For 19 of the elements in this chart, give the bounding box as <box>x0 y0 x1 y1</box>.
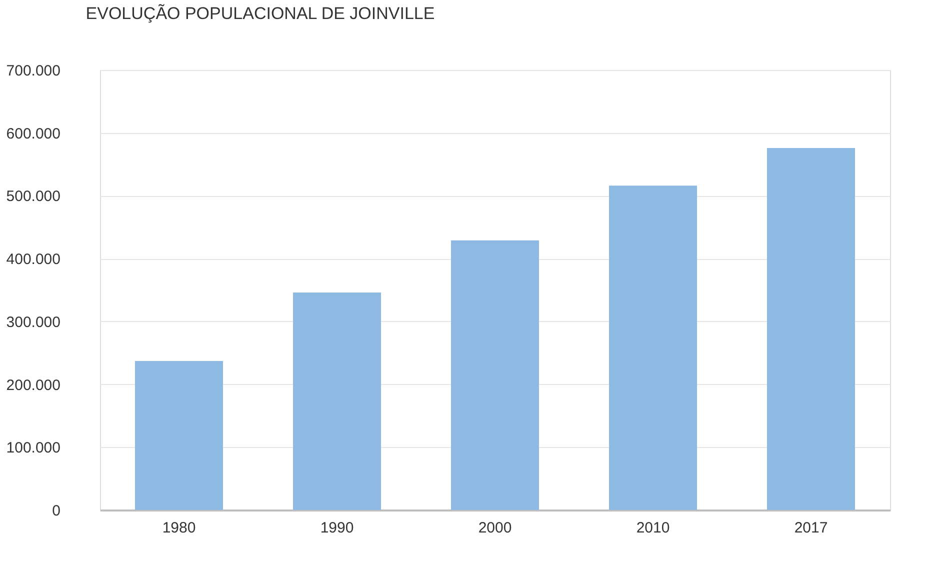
y-tick-label: 600.000 <box>6 125 60 142</box>
x-tick-label: 2017 <box>794 520 828 536</box>
y-tick-label: 100.000 <box>6 440 60 457</box>
y-tick-label: 200.000 <box>6 376 60 394</box>
y-tick-label: 300.000 <box>6 314 60 331</box>
bar <box>451 240 539 510</box>
y-tick-label: 700.000 <box>6 62 60 80</box>
bar <box>767 148 855 510</box>
x-tick-label: 2000 <box>478 520 512 536</box>
x-tick-label: 2010 <box>636 520 670 536</box>
y-tick-label: 400.000 <box>6 251 60 268</box>
bar <box>293 292 381 510</box>
bar <box>135 361 223 510</box>
chart-title: EVOLUÇÃO POPULACIONAL DE JOINVILLE <box>86 4 435 23</box>
y-tick-label: 500.000 <box>6 188 60 206</box>
y-tick-label: 0 <box>52 502 60 520</box>
x-tick-label: 1990 <box>320 520 354 536</box>
x-tick-label: 1980 <box>162 520 196 536</box>
bar <box>609 186 697 510</box>
